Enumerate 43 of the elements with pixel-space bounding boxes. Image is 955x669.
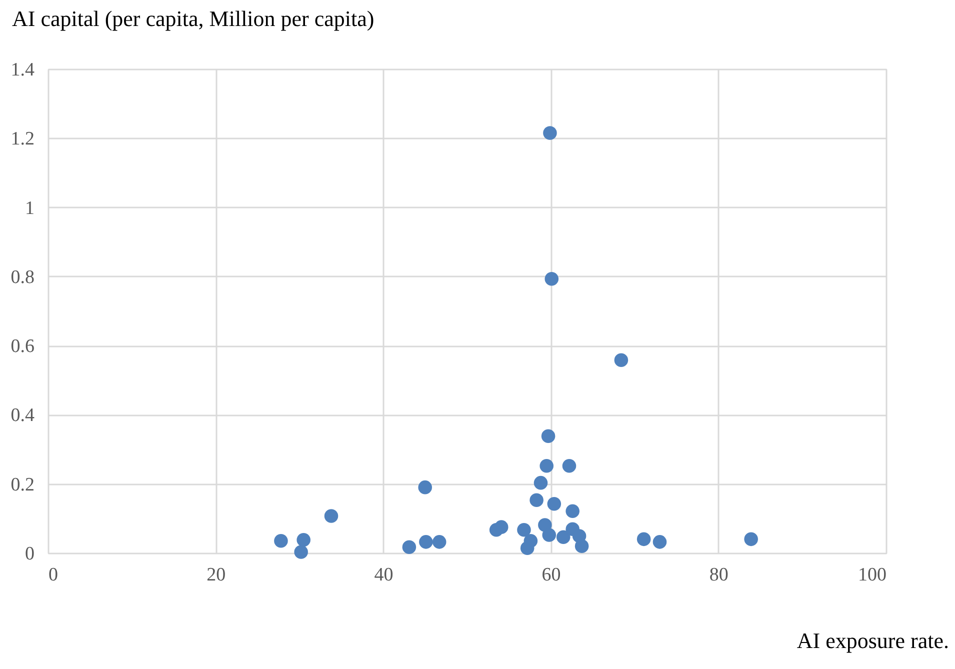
- x-tick-label: 60: [542, 564, 561, 586]
- y-tick-label: 1: [25, 198, 34, 219]
- y-tick-label: 0.2: [10, 474, 34, 496]
- point: [541, 429, 556, 444]
- point: [494, 520, 508, 534]
- y-tick-label: 0.6: [10, 336, 34, 358]
- point: [556, 530, 570, 544]
- point: [418, 480, 432, 494]
- point: [574, 539, 589, 553]
- x-tick-label: 100: [858, 564, 886, 586]
- y-tick-label: 0.8: [10, 266, 34, 288]
- point: [542, 528, 556, 542]
- x-tick-label: 40: [374, 564, 394, 586]
- point: [540, 459, 554, 473]
- x-tick-label: 20: [206, 564, 226, 586]
- point: [324, 509, 338, 523]
- point: [517, 522, 531, 537]
- point: [294, 545, 308, 559]
- point: [274, 534, 288, 548]
- y-tick-label: 0: [25, 544, 34, 564]
- y-tick-label: 1.2: [10, 128, 34, 150]
- point: [524, 534, 538, 548]
- point: [544, 272, 559, 286]
- y-tick-label: 0.4: [10, 405, 35, 426]
- point: [543, 126, 557, 140]
- point: [566, 504, 580, 518]
- x-axis-title: AI exposure rate.: [796, 628, 949, 654]
- point: [530, 493, 544, 507]
- point: [547, 497, 562, 511]
- point: [432, 535, 446, 549]
- point: [534, 476, 548, 490]
- point: [614, 353, 628, 367]
- point: [562, 459, 576, 473]
- point: [419, 535, 433, 549]
- x-tick-label: 0: [48, 564, 58, 586]
- point: [402, 540, 416, 554]
- y-axis-title: AI capital (per capita, Million per capita): [12, 6, 374, 32]
- point: [744, 532, 758, 546]
- point: [296, 532, 310, 547]
- y-tick-label: 1.4: [10, 60, 35, 80]
- x-tick-label: 80: [709, 564, 728, 586]
- point: [636, 532, 651, 546]
- point: [652, 535, 667, 549]
